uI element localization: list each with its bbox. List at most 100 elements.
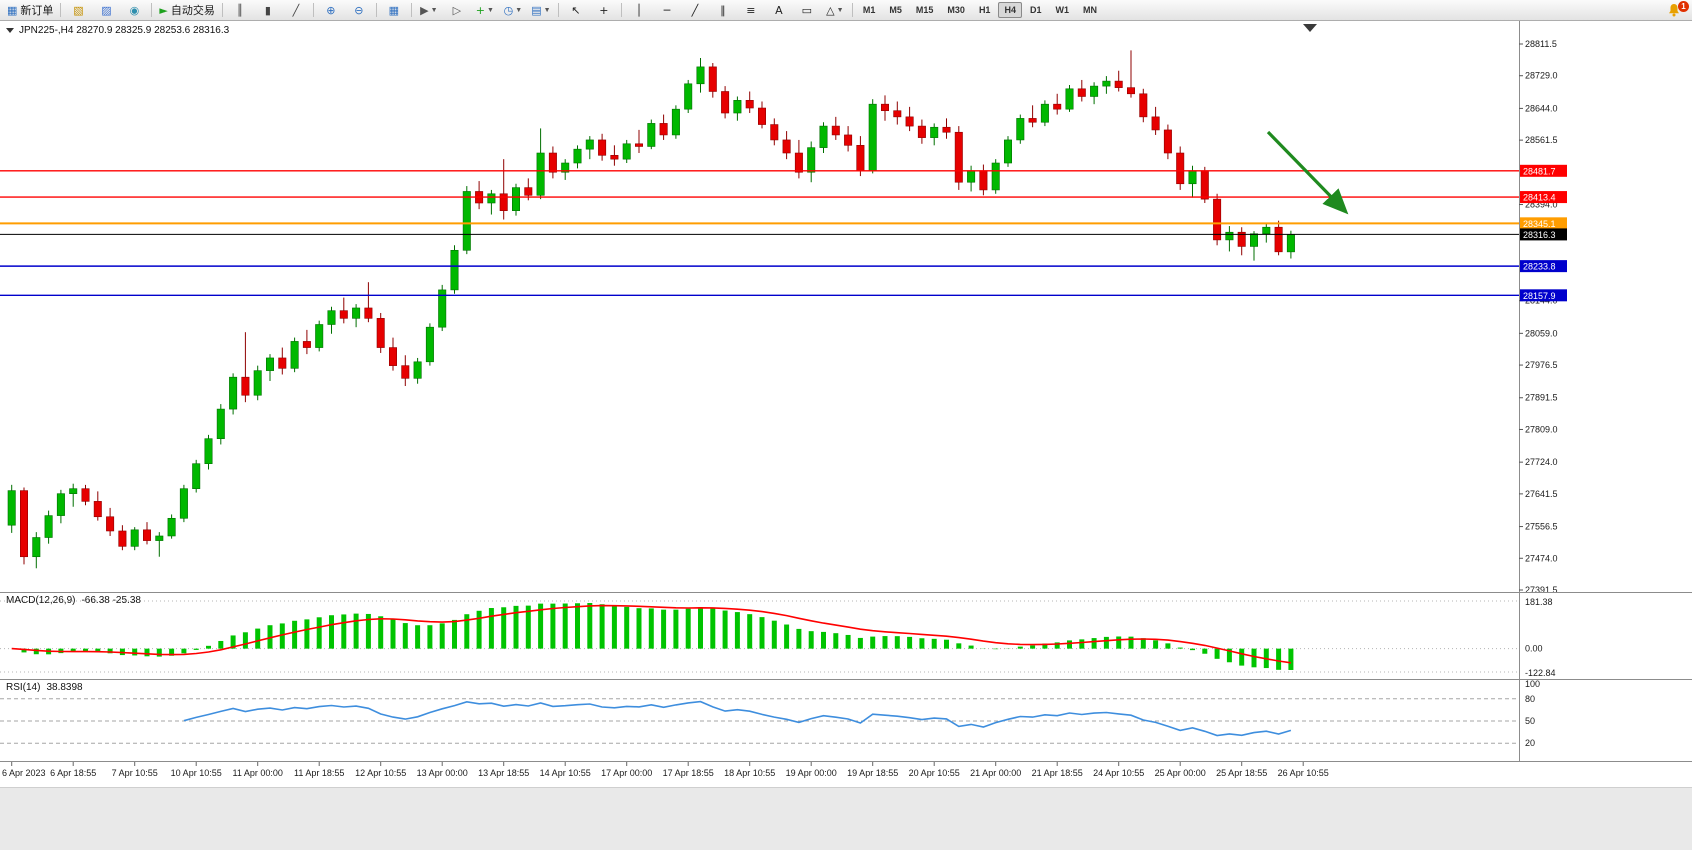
line-chart-icon[interactable]: ╱ — [283, 1, 309, 20]
fibonacci-icon-glyph: ≡ — [746, 3, 756, 17]
chart-shift-icon[interactable]: ▷ — [444, 1, 470, 20]
timeframe-m1-button[interactable]: M1 — [862, 5, 876, 15]
candle — [7, 484, 16, 533]
candle — [1139, 88, 1148, 123]
candle — [339, 297, 348, 324]
price-badge: 28345.1 — [1520, 217, 1567, 230]
candle — [118, 525, 127, 551]
rsi-axis-label: 80 — [1525, 694, 1535, 704]
candle — [598, 133, 607, 161]
crosshair-icon-glyph: + — [599, 3, 609, 17]
horizontal-line-icon[interactable]: ─ — [654, 1, 680, 20]
svg-text:28345.1: 28345.1 — [1523, 219, 1556, 229]
timeframe-mn-button[interactable]: MN — [1082, 5, 1097, 15]
candle — [315, 320, 324, 352]
timeframe-m15-button[interactable]: M15 — [915, 5, 934, 15]
zoom-out-icon[interactable]: ⊖ — [346, 1, 372, 20]
zoom-in-icon[interactable]: ⊕ — [318, 1, 344, 20]
indicators-icon[interactable]: + ▼ — [472, 1, 498, 20]
candle — [708, 63, 717, 98]
time-axis-label: 21 Apr 00:00 — [970, 768, 1021, 778]
shapes-icon[interactable]: △ ▼ — [822, 1, 848, 20]
auto-scroll-icon[interactable]: ▶ ▼ — [416, 1, 442, 20]
timeframe-w1-button[interactable]: W1 — [1055, 5, 1069, 15]
candle — [462, 186, 471, 255]
price-axis-label: 27474.0 — [1525, 553, 1558, 563]
text-icon[interactable]: A — [766, 1, 792, 20]
timeframe-h1-button[interactable]: H1 — [978, 5, 991, 15]
toolbar-divider — [410, 3, 412, 17]
autotrading-button[interactable]: ► 自动交易 — [156, 1, 217, 20]
candle — [56, 489, 65, 524]
fibonacci-icon[interactable]: ≡ — [738, 1, 764, 20]
cursor-icon[interactable]: ↖ — [563, 1, 589, 20]
vertical-line-icon[interactable]: │ — [626, 1, 652, 20]
new-chart-icon[interactable]: ▧ — [65, 1, 91, 20]
macd-histogram — [21, 603, 1294, 670]
candle — [216, 404, 225, 445]
notifications-bell-icon[interactable]: 1 — [1666, 1, 1689, 19]
toolbar-divider — [620, 3, 622, 17]
time-axis[interactable]: 6 Apr 2023 6 Apr 18:55 7 Apr 10:55 10 Apr 1… — [0, 761, 1692, 779]
templates-icon[interactable]: ▤ ▼ — [528, 1, 554, 20]
periods-icon[interactable]: ◷ ▼ — [500, 1, 526, 20]
candle — [868, 99, 877, 174]
candle — [44, 510, 53, 544]
candle — [1213, 193, 1222, 246]
candle — [204, 434, 213, 470]
price-axis-label: 28644.0 — [1525, 103, 1558, 113]
chart-canvas[interactable]: 28811.528729.028644.028561.528394.028144… — [0, 21, 1692, 786]
timeframe-h4-button[interactable]: H4 — [998, 2, 1022, 18]
timeframe-d1-button[interactable]: D1 — [1029, 5, 1042, 15]
bar-chart-icon-glyph: ║ — [236, 3, 244, 17]
svg-text:28481.7: 28481.7 — [1523, 166, 1556, 176]
time-axis-label: 10 Apr 10:55 — [171, 768, 222, 778]
profiles-icon[interactable]: ▨ — [93, 1, 119, 20]
candle — [819, 122, 828, 154]
trend-arrow-annotation[interactable] — [1266, 130, 1349, 215]
market-watch-icon[interactable]: ◉ — [121, 1, 147, 20]
candle — [917, 119, 926, 144]
equidistant-channel-icon-glyph: ∥ — [720, 3, 726, 17]
dropdown-arrow-icon: ▼ — [430, 6, 438, 14]
macd-signal-line — [11, 604, 1292, 664]
zoom-out-icon-glyph: ⊖ — [354, 3, 364, 17]
candle — [1065, 84, 1074, 112]
price-axis-label: 27641.5 — [1525, 489, 1558, 499]
chart-shift-marker[interactable] — [1303, 24, 1317, 32]
crosshair-icon[interactable]: + — [591, 1, 617, 20]
candle — [844, 126, 853, 152]
price-axis-label: 27391.5 — [1525, 585, 1558, 595]
new-chart-icon-glyph: ▧ — [73, 3, 84, 17]
tile-windows-icon[interactable]: ▦ — [381, 1, 407, 20]
equidistant-channel-icon[interactable]: ∥ — [710, 1, 736, 20]
candle — [352, 304, 361, 328]
text-label-icon[interactable]: ▭ — [794, 1, 820, 20]
candlestick-icon-glyph: ▮ — [264, 3, 271, 17]
candle — [942, 118, 951, 139]
chart-shift-icon-glyph: ▷ — [452, 3, 462, 17]
timeframe-m30-button[interactable]: M30 — [947, 5, 965, 15]
bar-chart-icon[interactable]: ║ — [227, 1, 253, 20]
candle — [229, 373, 238, 415]
timeframe-m5-button[interactable]: M5 — [889, 5, 902, 15]
candle — [19, 487, 28, 565]
price-badge: 28481.7 — [1520, 164, 1567, 177]
notification-count-badge: 1 — [1678, 1, 1689, 12]
price-badge: 28233.8 — [1520, 260, 1567, 273]
svg-text:28316.3: 28316.3 — [1523, 230, 1556, 240]
time-axis-label: 19 Apr 00:00 — [786, 768, 837, 778]
time-axis-label: 19 Apr 18:55 — [847, 768, 898, 778]
candle — [1077, 79, 1086, 102]
one-click-trading-toggle[interactable] — [6, 28, 14, 33]
price-axis-label: 28561.5 — [1525, 135, 1558, 145]
candle — [979, 164, 988, 196]
price-axis[interactable]: 28811.528729.028644.028561.528394.028144… — [1519, 21, 1567, 761]
new-order-button[interactable]: ▦ 新订单 — [4, 1, 56, 20]
horizontal-lines-layer[interactable] — [0, 170, 1519, 297]
candlestick-icon[interactable]: ▮ — [255, 1, 281, 20]
candle — [364, 282, 373, 323]
trendline-icon[interactable]: ╱ — [682, 1, 708, 20]
rsi-axis-label: 50 — [1525, 716, 1535, 726]
price-axis-label: 28729.0 — [1525, 71, 1558, 81]
